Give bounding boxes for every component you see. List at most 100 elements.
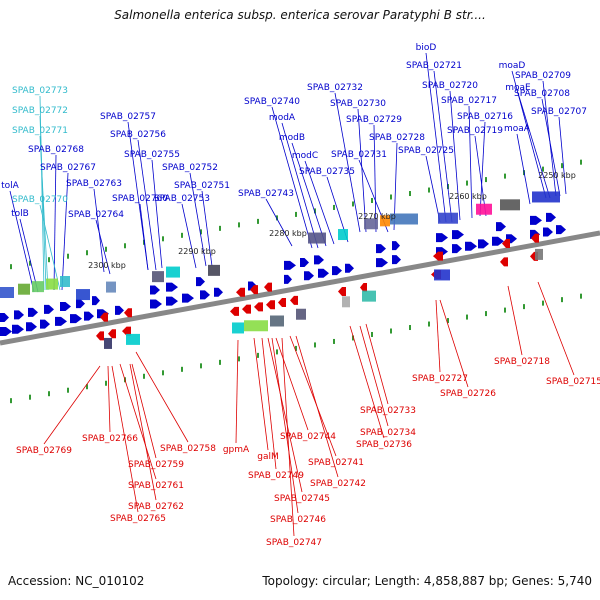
gene-label: SPAB_02760 <box>112 194 168 204</box>
accession-text: Accession: NC_010102 <box>8 574 145 588</box>
gene-label: SPAB_02762 <box>128 502 184 512</box>
tick-mark <box>238 356 240 362</box>
feature-box <box>104 337 112 349</box>
callout-line <box>43 365 101 445</box>
label-layer: 2300 kbp 2290 kbp 2280 kbp 2270 kbp 2260 kbp… <box>1 43 600 548</box>
callout-line <box>425 155 441 223</box>
kbp-tick-label: 2290 kbp <box>178 247 216 256</box>
reverse-gene-arrow <box>254 302 263 312</box>
gene-label: SPAB_02732 <box>307 83 363 93</box>
callout-line <box>261 337 277 470</box>
kbp-tick-label: 2250 kbp <box>538 171 576 180</box>
forward-gene-arrow <box>196 277 205 287</box>
tick-mark <box>333 338 335 344</box>
tick-mark <box>485 177 487 183</box>
forward-gene-arrow <box>166 296 178 306</box>
gene-label: SPAB_02755 <box>124 150 180 160</box>
gene-label: SPAB_02728 <box>369 133 425 143</box>
feature-box <box>362 290 376 302</box>
callout-line <box>295 335 339 478</box>
callout-line <box>131 363 157 459</box>
gene-label: tolB <box>11 209 29 219</box>
callout-line <box>281 122 319 249</box>
callout-line <box>253 337 269 451</box>
gene-label: SPAB_02744 <box>280 432 336 442</box>
callout-line <box>359 325 389 427</box>
gene-label: SPAB_02735 <box>299 167 355 177</box>
backbone-layer <box>0 230 600 346</box>
tick-mark <box>295 211 297 217</box>
gene-label: SPAB_02761 <box>128 481 184 491</box>
gene-label: SPAB_02720 <box>422 81 478 91</box>
feature-box <box>244 320 268 332</box>
tick-mark <box>124 243 126 249</box>
tick-mark <box>143 373 145 379</box>
tick-mark <box>219 225 221 231</box>
feature-box <box>166 266 180 278</box>
feature-box <box>434 269 450 281</box>
forward-gene-arrow <box>492 236 504 246</box>
forward-gene-arrow <box>284 274 292 284</box>
tick-mark <box>67 253 69 259</box>
gene-label: SPAB_02771 <box>12 126 68 136</box>
forward-gene-arrow <box>14 310 24 320</box>
gene-label: SPAB_02772 <box>12 106 68 116</box>
feature-box <box>476 203 492 215</box>
callout-line <box>275 337 309 431</box>
forward-gene-arrow <box>546 212 556 222</box>
gene-label: SPAB_02746 <box>270 515 326 525</box>
forward-gene-arrow <box>150 285 160 295</box>
forward-gene-arrow <box>284 260 296 270</box>
forward-gene-arrow <box>530 215 542 225</box>
callout-line <box>433 70 453 223</box>
gene-label: SPAB_02727 <box>412 374 468 384</box>
forward-gene-arrow <box>28 307 38 317</box>
gene-label: SPAB_02757 <box>100 112 156 122</box>
gene-label: SPAB_02766 <box>82 434 138 444</box>
callout-line <box>107 365 111 433</box>
gene-label: SPAB_02709 <box>515 71 571 81</box>
tick-mark <box>295 345 297 351</box>
gene-label: bioD <box>416 43 437 53</box>
callout-line <box>511 70 547 199</box>
feature-box <box>32 281 44 293</box>
callout-line <box>474 135 487 217</box>
gene-label: SPAB_02769 <box>16 446 72 456</box>
tick-mark <box>371 331 373 337</box>
tick-mark <box>162 370 164 376</box>
tick-mark <box>314 208 316 214</box>
tick-mark <box>105 246 107 252</box>
feature-box <box>500 199 520 211</box>
callout-line <box>449 90 461 221</box>
feature-box <box>390 213 418 225</box>
reverse-gene-arrow <box>531 233 539 243</box>
feature-box <box>342 296 350 308</box>
feature-box <box>152 271 164 283</box>
forward-gene-arrow <box>392 241 400 251</box>
gene-label: SPAB_02770 <box>12 195 68 205</box>
feature-box <box>18 283 30 295</box>
tick-mark <box>371 197 373 203</box>
forward-gene-arrow <box>166 282 178 292</box>
gene-label: SPAB_02752 <box>162 163 218 173</box>
callout-line <box>267 337 303 493</box>
tick-mark <box>504 173 506 179</box>
forward-gene-arrow <box>496 222 506 232</box>
feature-layer <box>0 191 566 349</box>
gene-label: moaD <box>499 61 526 71</box>
callout-line-layer <box>9 52 575 537</box>
gene-label: SPAB_02736 <box>356 440 412 450</box>
forward-gene-arrow <box>314 255 324 265</box>
callout-line <box>181 203 197 269</box>
gene-label: SPAB_02721 <box>406 61 462 71</box>
reverse-gene-arrow <box>230 306 239 316</box>
reverse-gene-arrow <box>278 298 286 308</box>
callout-line <box>189 172 207 267</box>
gene-label: SPAB_02725 <box>398 146 454 156</box>
callout-line <box>558 116 567 195</box>
tick-mark <box>181 366 183 372</box>
gene-label: SPAB_02740 <box>244 97 300 107</box>
forward-gene-arrow <box>436 233 448 243</box>
callout-line <box>281 337 295 537</box>
